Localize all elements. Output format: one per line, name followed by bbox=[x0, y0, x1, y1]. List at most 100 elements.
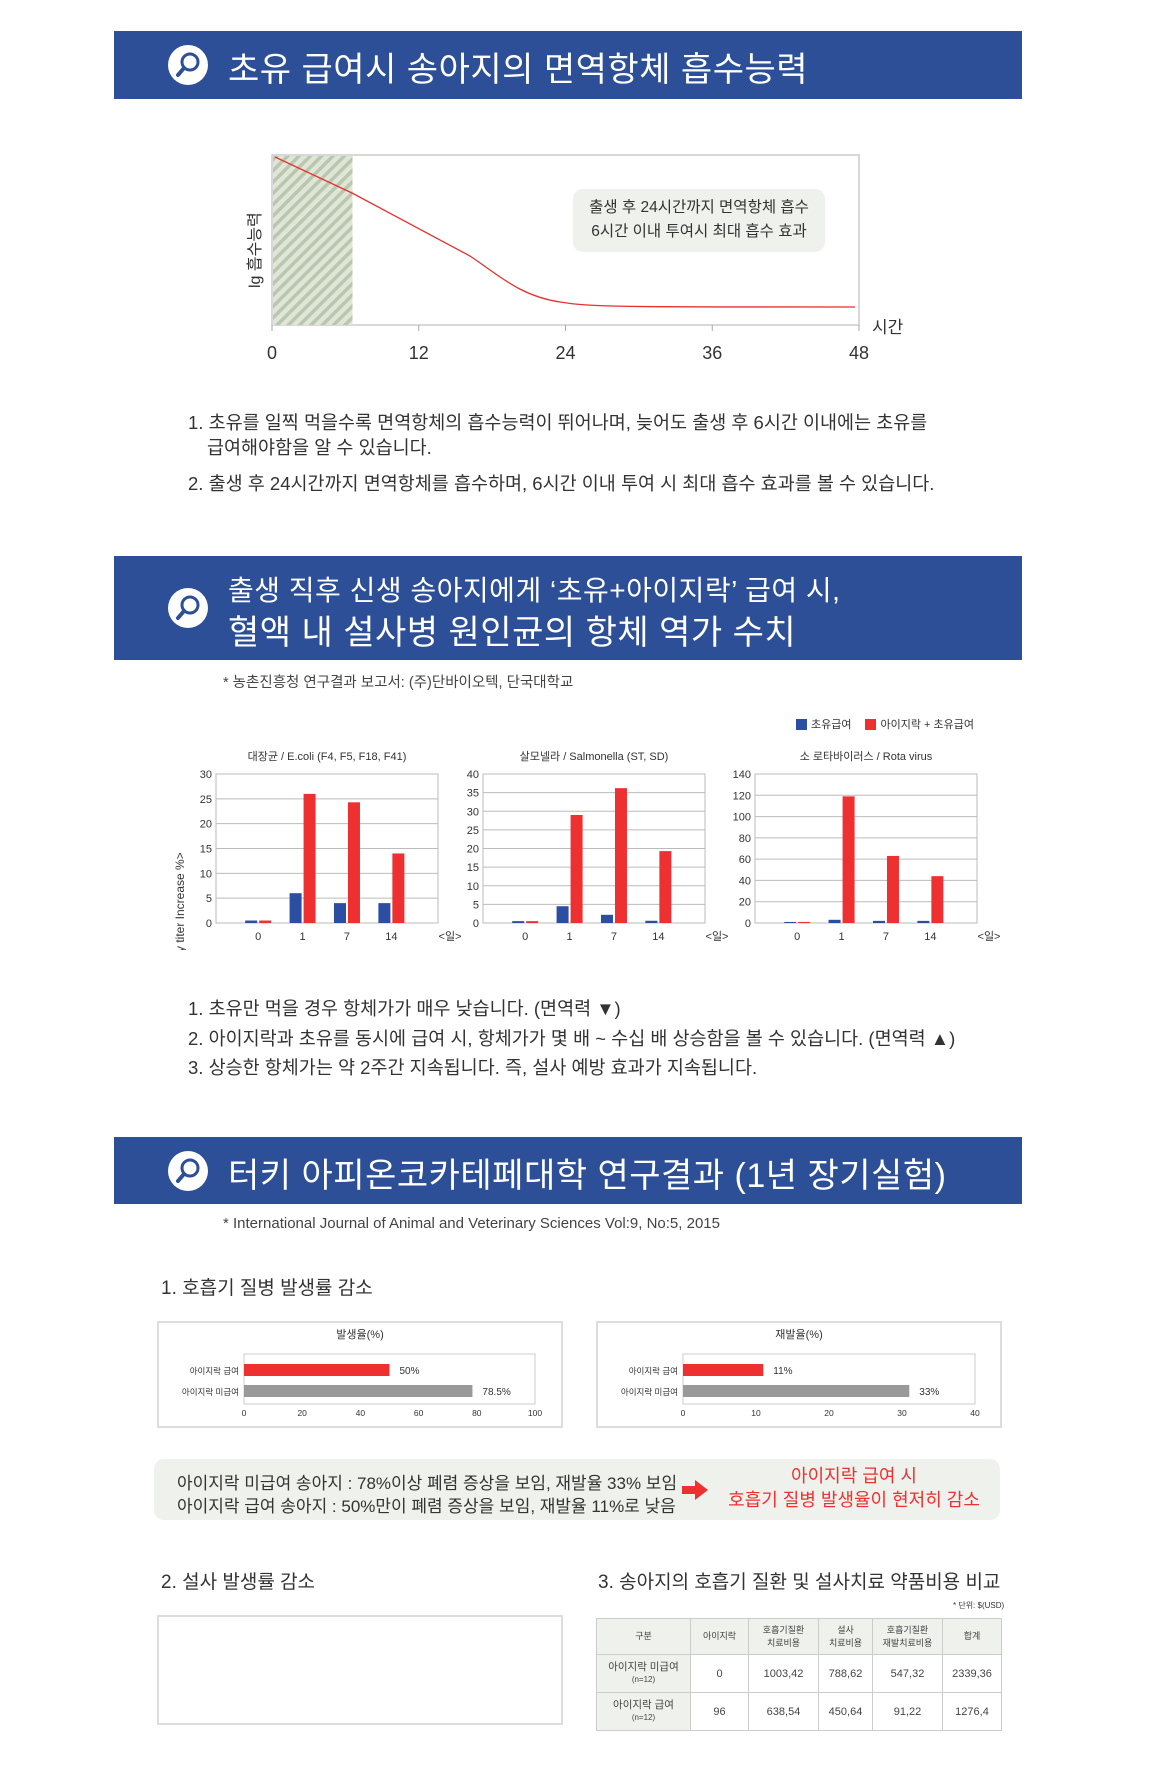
x-tick-label: 0 bbox=[522, 931, 528, 943]
y-tick-label: 10 bbox=[200, 868, 212, 880]
annotation-line: 출생 후 24시간까지 면역항체 흡수 bbox=[589, 199, 809, 216]
x-tick-label: 40 bbox=[356, 1408, 366, 1418]
bar-without-igylac bbox=[683, 1385, 910, 1397]
y-tick-label: 10 bbox=[467, 881, 479, 893]
cell: 96 bbox=[690, 1692, 749, 1731]
y-tick-label: 60 bbox=[739, 854, 751, 866]
y-tick-label: 0 bbox=[473, 918, 479, 930]
category-label: 아이지락 급여 bbox=[629, 1366, 678, 1376]
source-note: * 농촌진흥청 연구결과 보고서: (주)단바이오텍, 단국대학교 bbox=[223, 675, 574, 691]
y-tick-label: 40 bbox=[467, 769, 479, 781]
category-label: 아이지락 미급여 bbox=[182, 1387, 239, 1397]
cell: 91,22 bbox=[872, 1692, 943, 1731]
y-tick-label: 80 bbox=[739, 833, 751, 845]
y-axis-label: <Antibody titer Increase %> bbox=[173, 852, 187, 950]
bar-colostrum bbox=[378, 903, 391, 923]
section-title: 초유 급여시 송아지의 면역항체 흡수능력 bbox=[228, 51, 809, 89]
plot-frame bbox=[215, 773, 439, 924]
x-tick-label: 0 bbox=[267, 343, 277, 363]
bar-colostrum bbox=[828, 919, 841, 923]
bar-igylac bbox=[259, 920, 272, 923]
magnifier-icon bbox=[168, 1151, 208, 1191]
bar-colostrum bbox=[289, 893, 302, 923]
bar-igylac bbox=[526, 921, 539, 923]
y-tick-label: 0 bbox=[206, 918, 212, 930]
group-label: 아이지락 급여 bbox=[613, 1699, 674, 1712]
plot-frame bbox=[754, 773, 978, 924]
sample-size: (n=12) bbox=[631, 1675, 656, 1685]
y-tick-label: 30 bbox=[467, 806, 479, 818]
y-tick-label: 5 bbox=[473, 899, 479, 911]
x-tick-label: 100 bbox=[528, 1408, 542, 1418]
bar-colostrum bbox=[245, 920, 258, 923]
section-header-colostrum-absorption: 초유 급여시 송아지의 면역항체 흡수능력 bbox=[114, 31, 1022, 99]
section-header-antibody-titer: 출생 직후 신생 송아지에게 ‘초유+아이지락’ 급여 시, 혈액 내 설사병 … bbox=[114, 556, 1022, 660]
table-row: 아이지락 급여 (n=12) 96 638,54 450,64 91,22 127… bbox=[596, 1692, 1002, 1731]
bar-igylac bbox=[842, 796, 855, 923]
x-tick-label: 7 bbox=[611, 931, 617, 943]
x-tick-label: 1 bbox=[300, 931, 306, 943]
bar-colostrum bbox=[556, 906, 569, 923]
note-line: 3. 상승한 항체가는 약 2주간 지속됩니다. 즉, 설사 예방 효과가 지속… bbox=[188, 1057, 758, 1078]
y-axis-label: lg 흡수능력 bbox=[246, 212, 264, 288]
plot-frame bbox=[682, 1353, 976, 1405]
x-tick-label: 20 bbox=[297, 1408, 307, 1418]
note-line: 2. 출생 후 24시간까지 면역항체를 흡수하며, 6시간 이내 투여 시 최… bbox=[188, 473, 935, 494]
row-group: 아이지락 미급여 (n=12) bbox=[596, 1654, 691, 1693]
chart-title: 살모넬라 / Salmonella (ST, SD) bbox=[520, 750, 669, 763]
col-header: 아이지락 bbox=[690, 1618, 749, 1655]
cell: 450,64 bbox=[818, 1692, 873, 1731]
row-group: 아이지락 급여 (n=12) bbox=[596, 1692, 691, 1731]
value-label: 78.5% bbox=[482, 1387, 510, 1398]
y-tick-label: 20 bbox=[739, 897, 751, 909]
value-label: 33% bbox=[919, 1387, 939, 1398]
section-title-line1: 출생 직후 신생 송아지에게 ‘초유+아이지락’ 급여 시, bbox=[228, 575, 841, 606]
x-tick-label: 14 bbox=[652, 931, 664, 943]
y-tick-label: 0 bbox=[745, 918, 751, 930]
cell: 1003,42 bbox=[748, 1654, 819, 1693]
bar-without-igylac bbox=[244, 1385, 473, 1397]
x-tick-label: 12 bbox=[409, 343, 429, 363]
annotation-box: 출생 후 24시간까지 면역항체 흡수 6시간 이내 투여시 최대 흡수 효과 bbox=[573, 189, 825, 252]
subheading-cost: 3. 송아지의 호흡기 질환 및 설사치료 약품비용 비교 bbox=[598, 1572, 1001, 1593]
category-label: 아이지락 급여 bbox=[190, 1366, 239, 1376]
plot-frame bbox=[243, 1353, 536, 1405]
bar-colostrum bbox=[645, 920, 658, 923]
col-header: 합계 bbox=[942, 1618, 1002, 1655]
bar-igylac bbox=[392, 853, 405, 923]
x-tick-label: 7 bbox=[883, 931, 889, 943]
legend-label: 아이지락 + 초유급여 bbox=[880, 719, 974, 731]
col-header: 호흡기질환 치료비용 bbox=[748, 1618, 819, 1655]
recurrence-chart-box bbox=[596, 1321, 1002, 1428]
bar-with-igylac bbox=[683, 1364, 764, 1376]
x-tick-label: 48 bbox=[849, 343, 869, 363]
table-header-row: 구분 아이지락 호흡기질환 치료비용 설사 치료비용 호흡기질환 재발치료비용 … bbox=[596, 1618, 1002, 1655]
col-header: 호흡기질환 재발치료비용 bbox=[872, 1618, 943, 1655]
legend-item-igylac: 아이지락 + 초유급여 bbox=[865, 716, 974, 732]
bar-igylac bbox=[347, 802, 360, 923]
cost-table: 구분 아이지락 호흡기질환 치료비용 설사 치료비용 호흡기질환 재발치료비용 … bbox=[596, 1618, 1002, 1731]
chart-title: 소 로타바이러스 / Rota virus bbox=[800, 750, 933, 763]
table-row: 아이지락 미급여 (n=12) 0 1003,42 788,62 547,32 2… bbox=[596, 1654, 1002, 1693]
chart-title: 발생율(%) bbox=[336, 1328, 383, 1341]
unit-note: * 단위: $(USD) bbox=[953, 1601, 1005, 1610]
antibody-bar-charts: 대장균 / E.coli (F4, F5, F18, F41)051015202… bbox=[173, 750, 1000, 950]
y-tick-label: 35 bbox=[467, 788, 479, 800]
x-tick-label: 10 bbox=[751, 1408, 761, 1418]
y-tick-label: 5 bbox=[206, 893, 212, 905]
y-tick-label: 40 bbox=[739, 875, 751, 887]
y-tick-label: 140 bbox=[733, 769, 751, 781]
absorption-curve bbox=[274, 156, 856, 308]
section-header-turkey-study: 터키 아피온코카테페대학 연구결과 (1년 장기실험) bbox=[114, 1137, 1022, 1204]
x-axis-unit: <일> bbox=[439, 929, 462, 943]
y-tick-label: 100 bbox=[733, 812, 751, 824]
bar-igylac bbox=[798, 921, 811, 923]
legend-item-colostrum: 초유급여 bbox=[796, 716, 851, 732]
y-tick-label: 25 bbox=[467, 825, 479, 837]
plot-frame bbox=[482, 773, 706, 924]
x-tick-label: 30 bbox=[897, 1408, 907, 1418]
x-tick-label: 7 bbox=[344, 931, 350, 943]
y-tick-label: 30 bbox=[200, 769, 212, 781]
x-tick-label: 1 bbox=[839, 931, 845, 943]
cell: 0 bbox=[690, 1654, 749, 1693]
